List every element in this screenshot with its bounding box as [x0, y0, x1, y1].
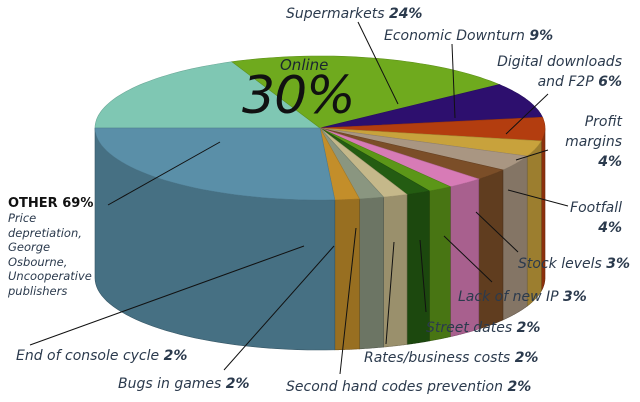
leader-line [505, 93, 549, 135]
label-other-note: Price depretiation, George Osbourne, Unc… [8, 211, 92, 298]
slice-profit-margins-side [526, 139, 542, 307]
leader-line [451, 43, 456, 119]
label-bugs-in-games: Bugs in games 2% [118, 376, 250, 392]
slice-supermarkets [231, 55, 501, 129]
label-rates-business-costs: Rates/business costs 2% [364, 350, 539, 366]
slice-online [94, 61, 321, 129]
leader-line [419, 239, 427, 313]
label-online-value: 30% [242, 66, 356, 126]
slice-lack-of-new-ip [319, 127, 480, 188]
pie-sides [94, 127, 546, 351]
slice-economic-downturn [319, 84, 543, 129]
slice-bugs-in-games [319, 127, 385, 200]
slice-end-of-console-cycle [319, 127, 361, 201]
slice-street-dates [319, 127, 452, 192]
label-economic-downturn: Economic Downturn 9% [384, 28, 554, 44]
label-other: OTHER 69% Price depretiation, George Osb… [8, 196, 108, 298]
label-profit-margins: Profit margins 4% [565, 114, 622, 170]
slice-footfall [319, 127, 528, 171]
label-supermarkets: Supermarkets 24% [286, 6, 423, 22]
slice-stock-levels [319, 127, 504, 180]
slice-bugs-in-games-side [359, 196, 384, 350]
leader-line [223, 245, 335, 371]
slice-profit-margins [319, 127, 542, 157]
slice-lack-of-new-ip-side [450, 178, 480, 338]
slice-end-of-console-cycle-side [334, 198, 360, 351]
label-digital-downloads: Digital downloads and F2P 6% [497, 54, 622, 90]
slice-other [94, 127, 336, 201]
label-end-of-console-cycle: End of console cycle 2% [16, 348, 188, 364]
leader-lines [29, 21, 569, 375]
leader-line [339, 227, 357, 375]
pie-top [94, 55, 546, 201]
leader-line [385, 241, 395, 345]
leader-line [357, 21, 399, 105]
leader-line [475, 211, 519, 253]
label-footfall: Footfall 4% [570, 200, 622, 236]
leader-line [515, 149, 549, 161]
slice-street-dates-side [429, 186, 451, 342]
label-second-hand-codes: Second hand codes prevention 2% [286, 379, 532, 395]
label-lack-of-new-ip: Lack of new IP 3% [458, 289, 587, 305]
leader-line [107, 141, 221, 206]
label-online-name: Online [280, 56, 329, 74]
leader-line [443, 235, 493, 283]
label-street-dates: Street dates 2% [426, 320, 541, 336]
label-stock-levels: Stock levels 3% [518, 256, 631, 272]
slice-digital-downloads-and-f2p [319, 116, 546, 142]
leader-line [29, 245, 305, 346]
slice-rates-business-costs [319, 127, 431, 195]
slice-second-hand-codes-prevention [319, 127, 408, 198]
leader-line [507, 189, 569, 207]
